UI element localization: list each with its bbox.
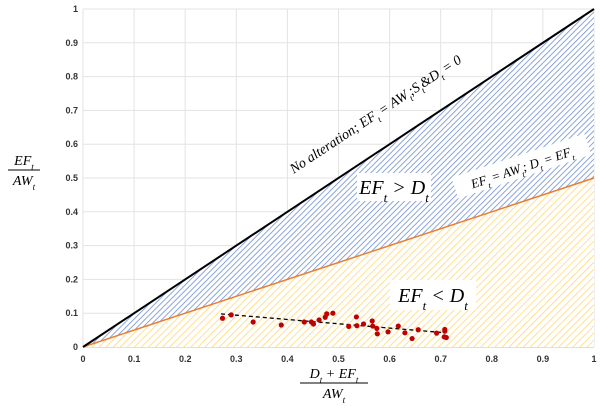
annotation-ef-less-d: EFt < Dt [397,285,468,313]
subscript: t [571,152,577,162]
subscript: t [356,375,359,385]
x-tick-label: 0.9 [537,354,550,364]
data-point [301,319,307,325]
subscript: t [408,93,416,103]
y-tick-label: 0.5 [65,173,78,183]
y-tick-label: 0.9 [65,38,78,48]
text-part: AW [322,387,344,402]
data-point [250,319,256,325]
y-tick-label: 1 [73,4,78,14]
y-tick-label: 0.2 [65,274,78,284]
subscript: t [521,169,527,179]
trendline [220,313,446,334]
x-tick-label: 0.1 [128,354,141,364]
label-box [357,173,431,201]
subscript: t [31,162,34,172]
data-point [278,322,284,328]
subscript: t [320,375,323,385]
x-tick-label: 1 [591,354,596,364]
line-no-alteration [82,8,595,348]
y-tick-label: 0.1 [65,308,78,318]
boundary-lines [82,8,595,348]
data-point [310,321,317,327]
x-tick-label: 0 [80,354,85,364]
y-axis-label-numerator: EFt [13,154,34,172]
subscript: t [423,298,427,313]
subscript: t [464,298,468,313]
text-part: EF [358,177,384,199]
annotation-ef-greater-d: EFt > Dt [358,177,429,205]
data-point [360,321,367,327]
data-point [370,323,376,329]
text-part: + EF [322,367,356,382]
text-part: ; D [520,155,541,175]
text-part: > D [387,177,425,199]
x-tick-label: 0.4 [281,354,294,364]
text-part: = AW [373,87,412,120]
text-part: D [309,367,320,382]
data-point [395,323,401,329]
annotation-ef-equals-d-group: EFt = AWt; Dt = EFt [451,133,592,199]
y-tick-label: 0.4 [65,207,78,217]
y-tick-label: 0.7 [65,105,78,115]
text-part: < D [426,285,464,307]
subscript: t [539,163,545,173]
text-part: AW [12,174,34,189]
data-point [442,328,448,334]
data-point [374,331,380,337]
subscript: t [343,395,346,405]
data-points [219,310,449,342]
y-tick-label: 0.3 [65,241,78,251]
data-point [385,329,391,335]
trendline-group [220,313,446,334]
data-point [353,314,359,320]
subscript: t [33,182,36,192]
tick-labels: 0 0.1 0.2 0.3 0.4 0.5 0.6 0.7 0.8 0.9 1 0 0.1 0.2 0.3 0… [65,4,596,364]
x-axis-label-numerator: Dt + EFt [309,367,359,385]
x-tick-label: 0.7 [434,354,447,364]
subscript: t [384,190,388,205]
data-point [369,318,375,324]
data-point [443,334,449,341]
x-axis-label-denominator: AWt [322,387,346,405]
subscript: t [439,72,447,82]
data-point [219,315,226,321]
text-part: EF [13,154,32,169]
y-tick-label: 0.8 [65,72,78,82]
data-point [415,327,421,333]
x-tick-label: 0.2 [179,354,192,364]
data-point [316,317,322,323]
x-tick-label: 0.3 [230,354,243,364]
data-point [409,335,415,342]
subscript: t [376,114,384,124]
data-point [330,310,336,316]
x-tick-label: 0.6 [383,354,396,364]
data-point [374,325,380,332]
line-ef-equals-d [82,177,595,348]
data-point [402,330,408,336]
data-point [434,330,440,336]
data-point [354,323,360,329]
data-point [324,311,330,317]
y-tick-label: 0 [73,342,78,352]
data-point [346,323,352,329]
label-box [451,133,592,199]
subscript: t [419,85,427,95]
x-tick-label: 0.8 [486,354,499,364]
label-box [390,280,476,310]
subscript: t [487,180,493,190]
data-point [228,312,234,318]
x-tick-label: 0.5 [332,354,345,364]
y-axis-label-denominator: AWt [12,174,36,192]
subscript: t [425,190,429,205]
y-tick-label: 0.6 [65,139,78,149]
text-part: EF [468,172,490,192]
text-part: EF [397,285,423,307]
